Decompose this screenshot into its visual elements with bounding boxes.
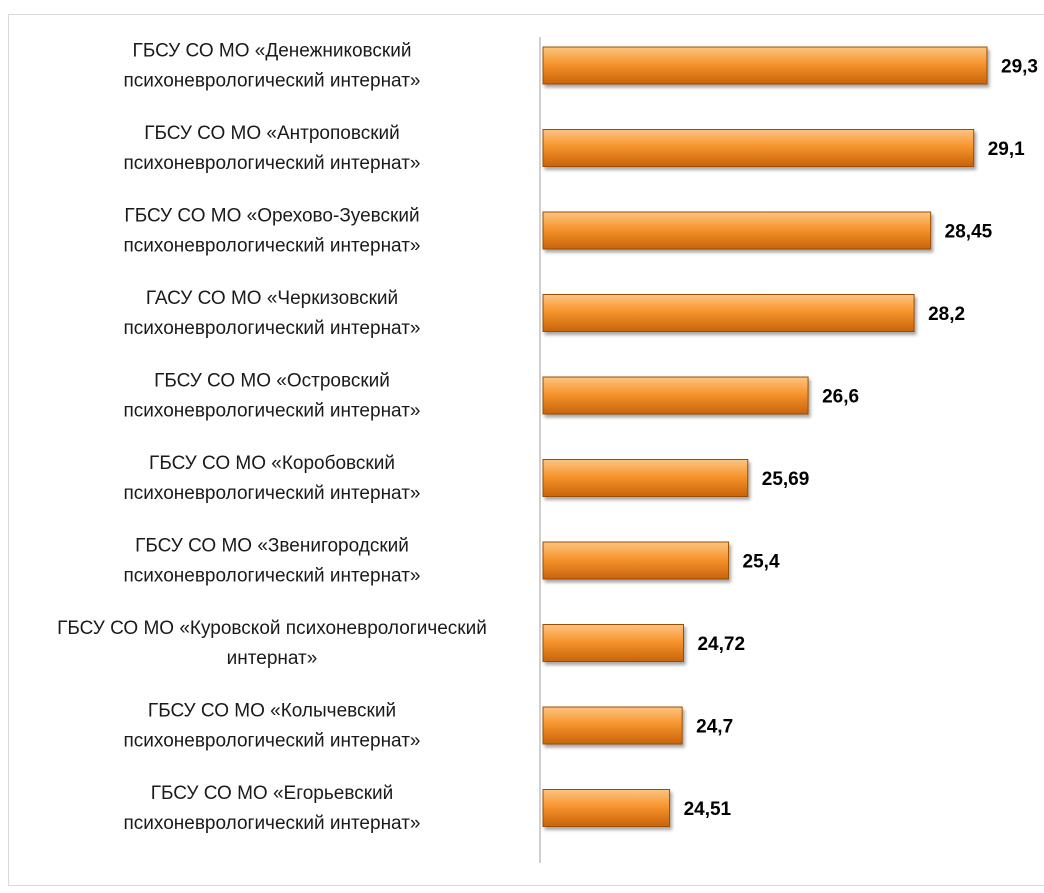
bar-chart: ГБСУ СО МО «Денежниковский психоневрологи…	[57, 37, 1038, 863]
category-label-8: ГБСУ СО МО «Куровской психоневрологическ…	[57, 618, 487, 669]
chart-title-strip	[0, 0, 1044, 14]
category-label-6: ГБСУ СО МО «Коробовский психоневрологичес…	[124, 453, 421, 504]
category-label-10: ГБСУ СО МО «Егорьевский психоневрологичес…	[124, 783, 421, 834]
chart-area: ГБСУ СО МО «Денежниковский психоневрологи…	[8, 14, 1044, 886]
category-label-7: ГБСУ СО МО «Звенигородский психоневрологи…	[124, 536, 421, 587]
bar-3	[542, 211, 932, 250]
value-label-7: 25,4	[743, 552, 780, 573]
bar-2	[542, 129, 975, 167]
category-label-9: ГБСУ СО МО «Колычевский психоневрологичес…	[124, 701, 421, 752]
category-label-4: ГАСУ СО МО «Черкизовский психоневрологиче…	[124, 288, 421, 339]
category-label-2: ГБСУ СО МО «Антроповский психоневрологиче…	[124, 123, 421, 174]
value-label-9: 24,7	[696, 717, 733, 738]
bar-7	[542, 541, 730, 580]
value-label-2: 29,1	[988, 139, 1025, 160]
bar-9	[542, 706, 683, 745]
value-label-1: 29,3	[1001, 57, 1038, 78]
bar-8	[542, 624, 684, 662]
value-label-8: 24,72	[697, 634, 745, 655]
value-label-5: 26,6	[822, 387, 859, 408]
bars-layer	[542, 46, 988, 827]
category-label-3: ГБСУ СО МО «Орехово-Зуевский психоневроло…	[124, 206, 421, 257]
bar-6	[542, 459, 749, 497]
value-label-4: 28,2	[928, 304, 965, 325]
bar-5	[542, 376, 809, 415]
bar-1	[542, 46, 988, 85]
category-label-5: ГБСУ СО МО «Островский психоневрологическ…	[124, 371, 421, 422]
value-label-10: 24,51	[684, 799, 732, 820]
value-labels: 29,3 29,1 28,45 28,2 26,6 25,69 25,4 24,72 24,7 2…	[684, 57, 1038, 821]
value-label-3: 28,45	[945, 222, 993, 243]
category-labels: ГБСУ СО МО «Денежниковский психоневрологи…	[57, 41, 487, 835]
category-label-1: ГБСУ СО МО «Денежниковский психоневрологи…	[124, 41, 421, 92]
value-label-6: 25,69	[762, 469, 810, 490]
bar-4	[542, 294, 915, 332]
bar-10	[542, 789, 671, 827]
